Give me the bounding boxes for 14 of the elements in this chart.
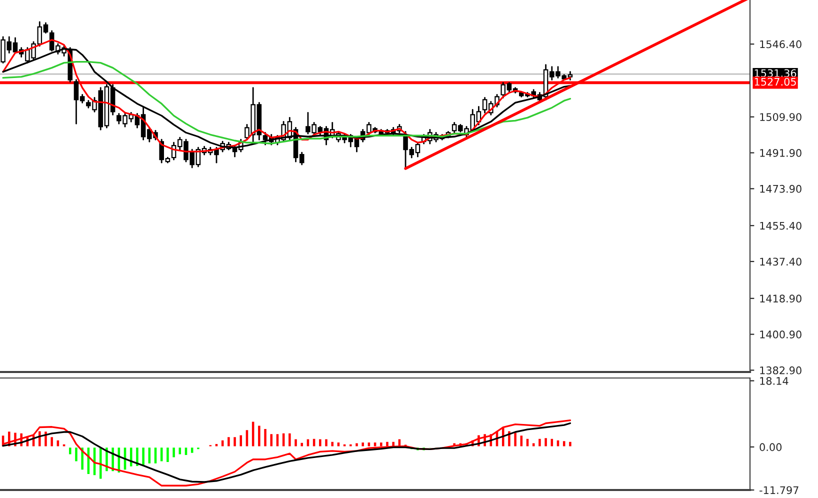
ref-line-label: 1527.05 bbox=[754, 78, 796, 86]
y-tick-label: 18.14 bbox=[760, 377, 788, 385]
ref-line-label: 1531.36 bbox=[754, 69, 796, 78]
y-tick-label: 1455.40 bbox=[760, 222, 802, 230]
y-tick-label: 1382.90 bbox=[760, 366, 802, 374]
y-tick-label: 1437.40 bbox=[760, 258, 802, 266]
y-tick-label: 1509.90 bbox=[760, 113, 802, 121]
y-tick-label: 1546.40 bbox=[760, 40, 802, 48]
y-tick-label: 0.00 bbox=[760, 443, 782, 452]
y-tick-label: -11.797 bbox=[760, 486, 798, 494]
y-tick-label: 1473.90 bbox=[760, 184, 802, 193]
y-tick-label: 1400.90 bbox=[760, 330, 802, 338]
y-tick-label: 1418.90 bbox=[760, 294, 802, 303]
y-tick-label: 1491.90 bbox=[760, 149, 802, 157]
